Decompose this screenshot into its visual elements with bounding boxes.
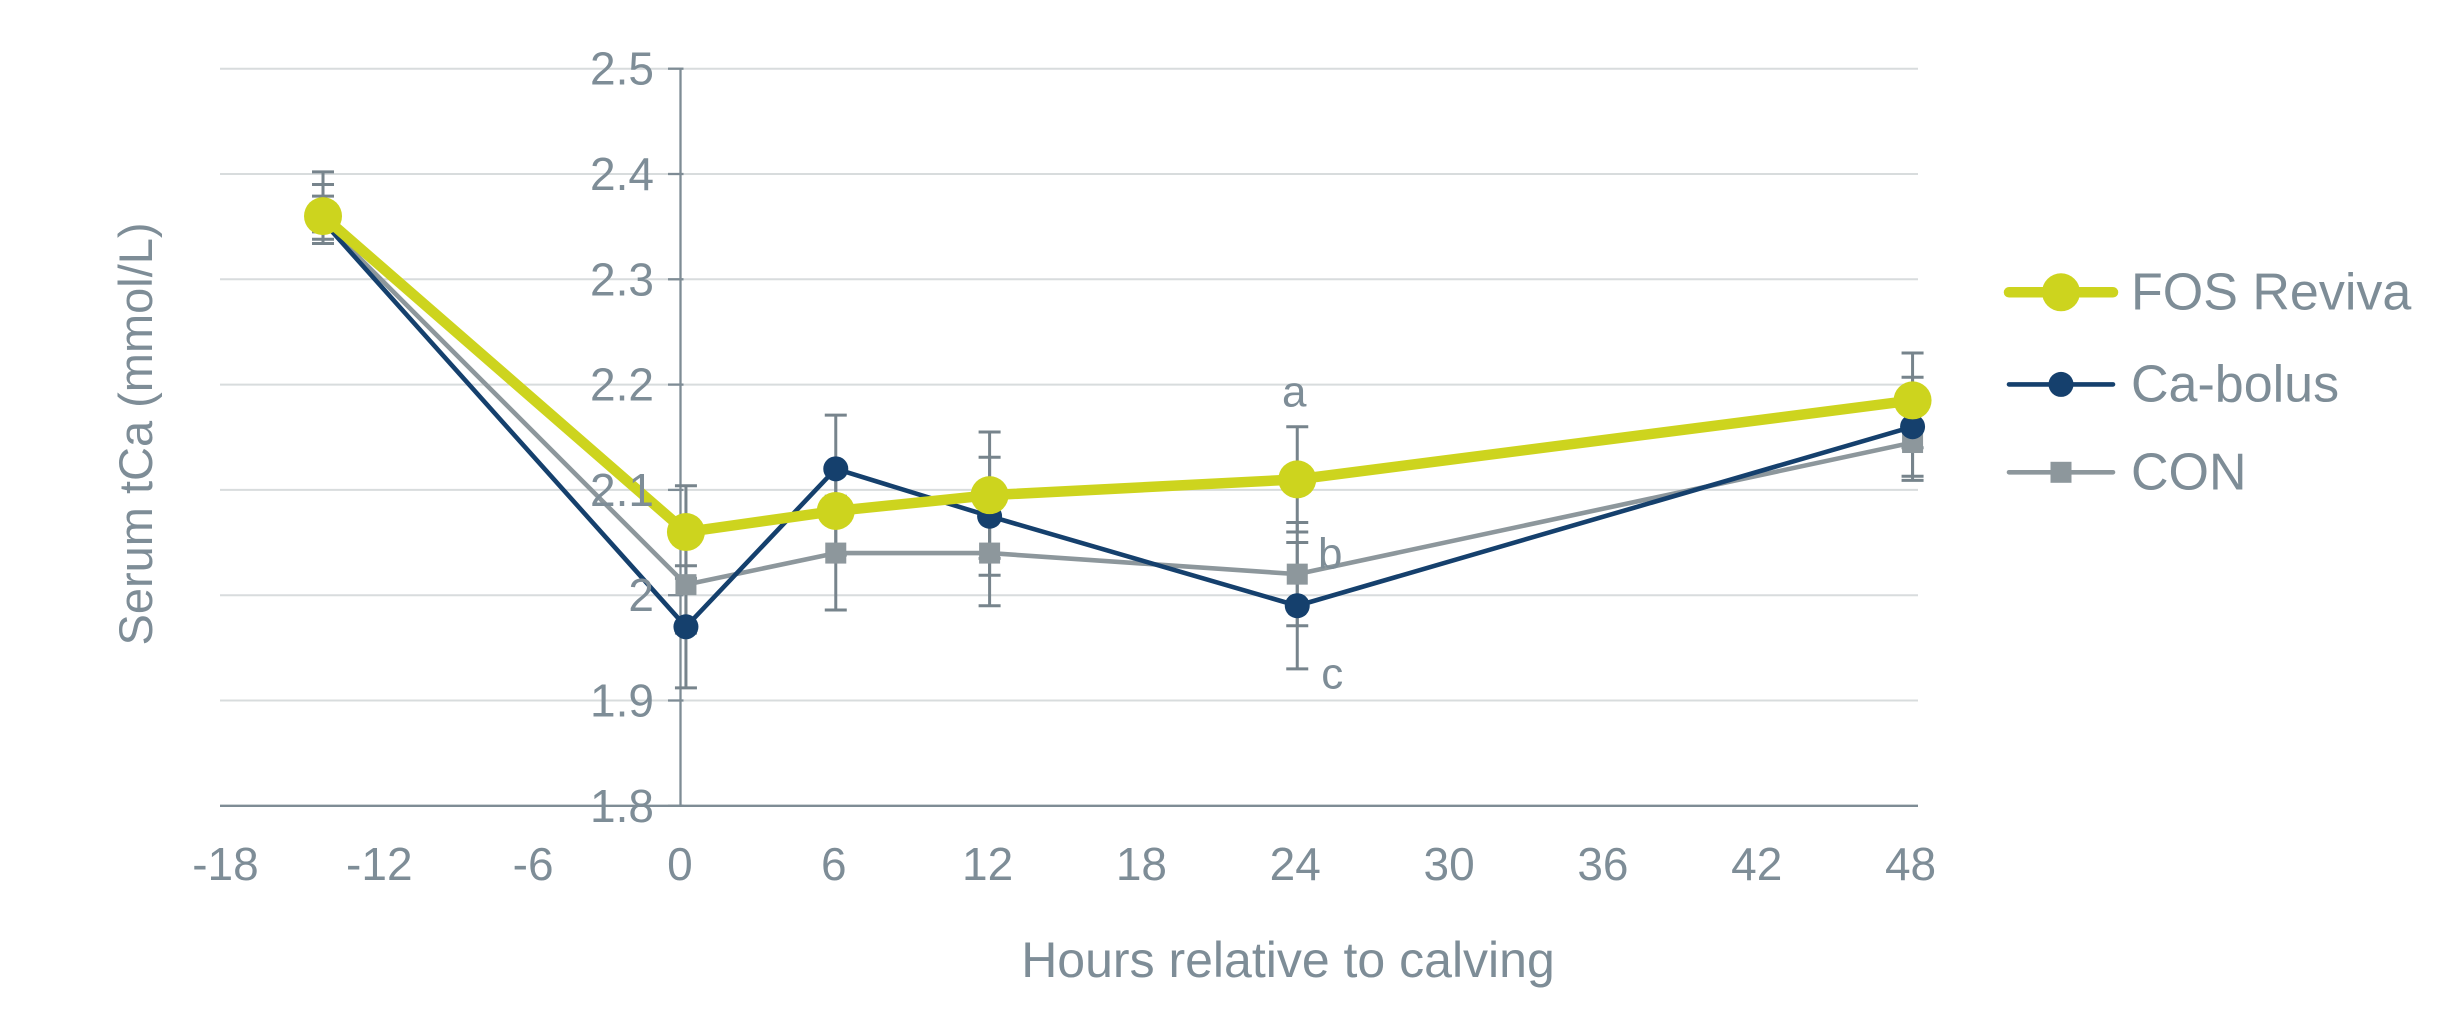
legend-marker	[2048, 371, 2074, 397]
data-point-marker	[816, 491, 855, 530]
series-line	[320, 219, 1915, 587]
y-tick-label: 1.8	[590, 780, 654, 832]
significance-letter: c	[1321, 650, 1343, 699]
legend: FOS Reviva Ca-bolus CON	[2003, 263, 2411, 501]
x-tick-label: 24	[1270, 838, 1321, 890]
legend-label: Ca-bolus	[2131, 355, 2339, 413]
x-tick-label: -12	[346, 838, 412, 890]
y-tick-label: 2.5	[590, 43, 654, 95]
data-point-marker	[1286, 563, 1308, 585]
legend-label: FOS Reviva	[2131, 263, 2411, 321]
series-line	[320, 219, 1915, 630]
series-ca-bolus	[310, 208, 1926, 640]
x-axis-title: Hours relative to calving	[1021, 932, 1555, 988]
x-tick-label: 18	[1116, 838, 1167, 890]
data-point-marker	[1278, 460, 1317, 499]
data-point-marker	[1893, 381, 1932, 420]
x-tick-label: 30	[1423, 838, 1474, 890]
significance-letter: a	[1282, 367, 1307, 416]
x-tick-label: 48	[1885, 838, 1936, 890]
data-point-marker	[1284, 593, 1310, 619]
x-tick-label: -6	[513, 838, 554, 890]
x-tick-label: 0	[667, 838, 693, 890]
y-tick-label: 2	[628, 569, 654, 621]
legend-marker	[2042, 273, 2080, 312]
data-point-marker	[304, 197, 343, 236]
y-tick-label: 2.2	[590, 359, 654, 411]
series-fos-reviva	[304, 197, 1932, 552]
data-point-marker	[675, 574, 697, 596]
data-point-marker	[673, 614, 699, 640]
x-tick-label: -18	[192, 838, 258, 890]
data-series	[304, 197, 1932, 640]
significance-letters: a b c	[1282, 367, 1343, 698]
tick-labels: 1.8 1.9 2 2.1 2.2 2.3 2.4 2.5 -18 -12 -6 0 6 12 18 24 30…	[192, 43, 1936, 890]
y-tick-label: 2.3	[590, 253, 654, 305]
series-con	[312, 210, 1924, 596]
gridlines	[220, 67, 1918, 702]
y-tick-label: 2.1	[590, 464, 654, 516]
x-tick-label: 12	[962, 838, 1013, 890]
significance-letter: b	[1318, 530, 1342, 579]
legend-label: CON	[2131, 443, 2247, 501]
legend-marker	[2050, 461, 2072, 483]
x-tick-label: 36	[1577, 838, 1628, 890]
y-tick-label: 1.9	[590, 675, 654, 727]
axes	[220, 67, 1918, 807]
legend-item-ca-bolus: Ca-bolus	[2006, 355, 2339, 413]
legend-item-con: CON	[2006, 443, 2247, 501]
series-line	[317, 210, 1918, 538]
x-tick-label: 42	[1731, 838, 1782, 890]
y-axis-title: Serum tCa (mmol/L)	[109, 222, 162, 645]
data-point-marker	[1900, 414, 1926, 440]
data-point-marker	[823, 456, 849, 482]
y-tick-label: 2.4	[590, 148, 654, 200]
legend-item-fos-reviva: FOS Reviva	[2003, 263, 2411, 321]
data-point-marker	[979, 542, 1001, 564]
data-point-marker	[666, 513, 705, 552]
data-point-marker	[825, 542, 847, 564]
data-point-marker	[970, 476, 1009, 515]
x-tick-label: 6	[821, 838, 847, 890]
